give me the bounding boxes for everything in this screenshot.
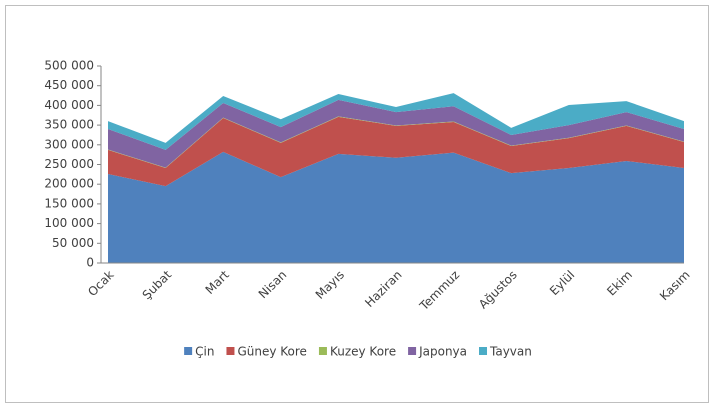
y-tick-label: 500 000 (44, 59, 94, 73)
legend-label: Güney Kore (237, 345, 306, 359)
y-tick-label: 200 000 (44, 177, 94, 191)
y-tick-label: 450 000 (44, 78, 94, 92)
legend-label: Tayvan (489, 345, 532, 359)
legend-label: Kuzey Kore (330, 345, 396, 359)
legend-swatch (479, 347, 488, 355)
legend-swatch (184, 347, 193, 355)
y-tick-label: 350 000 (44, 118, 94, 132)
y-tick-label: 150 000 (44, 196, 94, 210)
legend: Çin Güney Kore Kuzey Kore Japonya Tayvan (184, 345, 532, 359)
legend-swatch (408, 347, 417, 355)
legend-swatch (318, 347, 327, 355)
legend-swatch (226, 347, 235, 355)
y-tick-label: 100 000 (44, 216, 94, 230)
area (108, 93, 684, 150)
y-tick-label: 300 000 (44, 137, 94, 151)
area (108, 151, 684, 263)
y-tick-label: 250 000 (44, 157, 94, 171)
y-tick-label: 400 000 (44, 98, 94, 112)
legend-label: Çin (195, 345, 214, 359)
legend-label: Japonya (418, 345, 467, 359)
area (108, 116, 684, 187)
y-tick-label: 0 (86, 256, 94, 270)
area (108, 99, 684, 168)
y-tick-label: 50 000 (52, 236, 94, 250)
